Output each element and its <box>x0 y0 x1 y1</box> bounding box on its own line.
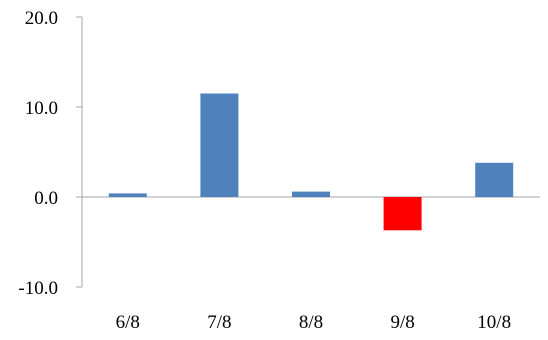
x-tick-label: 6/8 <box>116 312 140 333</box>
x-tick-labels: 6/8 7/8 8/8 9/8 10/8 <box>116 312 511 333</box>
bar-8-8 <box>292 191 330 197</box>
y-tick-label: -10.0 <box>18 278 58 299</box>
axes <box>76 16 540 288</box>
x-tick-label: 8/8 <box>299 312 323 333</box>
y-tick-label: 10.0 <box>25 98 58 119</box>
x-tick-label: 10/8 <box>477 312 511 333</box>
y-tick-labels: 20.0 10.0 0.0 -10.0 <box>18 8 58 299</box>
x-tick-label: 7/8 <box>207 312 231 333</box>
bars <box>108 93 514 231</box>
y-tick-label: 0.0 <box>34 188 58 209</box>
bar-6-8 <box>108 193 147 197</box>
bar-10-8 <box>475 162 514 197</box>
bar-7-8 <box>200 93 239 197</box>
y-tick-label: 20.0 <box>25 8 58 29</box>
bar-9-8 <box>383 197 422 231</box>
x-tick-label: 9/8 <box>390 312 414 333</box>
